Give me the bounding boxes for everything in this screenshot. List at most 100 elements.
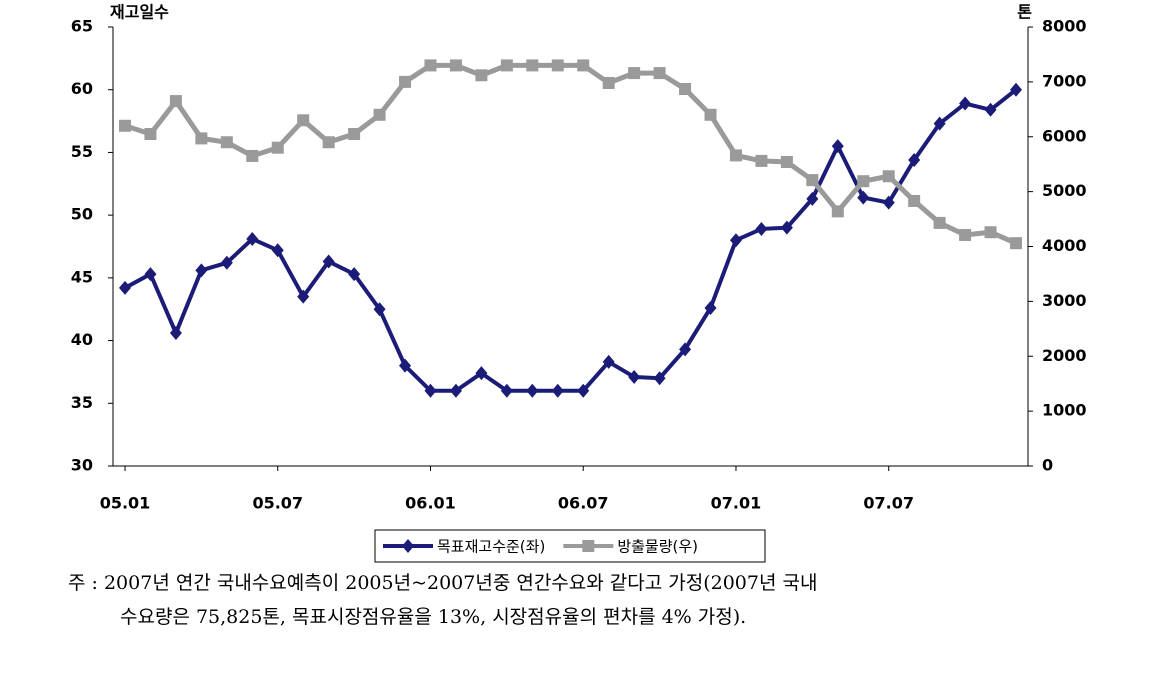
data-point bbox=[551, 383, 564, 398]
data-point bbox=[220, 136, 233, 149]
data-point bbox=[475, 366, 488, 381]
y2-tick-label: 3000 bbox=[1042, 291, 1087, 310]
y2-tick-label: 7000 bbox=[1042, 71, 1087, 90]
data-point bbox=[908, 194, 921, 207]
x-tick-label: 05.01 bbox=[100, 494, 151, 513]
y-tick-label: 50 bbox=[71, 205, 93, 224]
data-point bbox=[271, 243, 284, 258]
y2-tick-label: 0 bbox=[1042, 456, 1053, 475]
data-point bbox=[577, 59, 590, 72]
data-point bbox=[602, 354, 615, 369]
series-line bbox=[124, 62, 1017, 246]
data-point bbox=[195, 263, 208, 278]
x-tick-label: 06.01 bbox=[405, 494, 456, 513]
data-point bbox=[526, 59, 539, 72]
data-point bbox=[857, 175, 870, 188]
data-point bbox=[322, 136, 335, 149]
y-tick-label: 45 bbox=[71, 267, 93, 286]
data-point bbox=[653, 67, 666, 80]
data-point bbox=[348, 267, 361, 282]
data-point bbox=[984, 102, 997, 117]
data-point bbox=[373, 108, 386, 121]
data-point bbox=[551, 59, 564, 72]
data-point bbox=[729, 149, 742, 162]
data-point bbox=[679, 83, 692, 96]
legend-label: 목표재고수준(좌) bbox=[437, 538, 545, 556]
data-point bbox=[806, 191, 819, 206]
data-point bbox=[628, 369, 641, 384]
y2-tick-label: 6000 bbox=[1042, 126, 1087, 145]
data-point bbox=[882, 170, 895, 183]
data-point bbox=[322, 254, 335, 269]
data-point bbox=[424, 383, 437, 398]
legend-marker bbox=[582, 540, 595, 552]
data-point bbox=[449, 59, 462, 72]
legend-label: 방출물량(우) bbox=[617, 538, 698, 556]
data-point bbox=[500, 383, 513, 398]
data-point bbox=[704, 108, 717, 121]
y-tick-label: 60 bbox=[71, 79, 93, 98]
data-point bbox=[831, 139, 844, 154]
data-point bbox=[959, 96, 972, 111]
data-point bbox=[373, 302, 386, 317]
data-point bbox=[475, 69, 488, 82]
data-point bbox=[679, 342, 692, 357]
data-point bbox=[119, 119, 131, 132]
data-point bbox=[526, 383, 539, 398]
data-point bbox=[577, 383, 590, 398]
data-point bbox=[882, 195, 895, 210]
y-tick-label: 35 bbox=[71, 393, 93, 412]
data-point bbox=[831, 205, 844, 218]
data-point bbox=[169, 95, 182, 108]
data-point bbox=[908, 152, 921, 167]
note-line: 주 : 2007년 연간 국내수요예측이 2005년~2007년중 연간수요와 … bbox=[68, 572, 817, 594]
y2-tick-label: 2000 bbox=[1042, 346, 1087, 365]
y2-axis-title: 톤 bbox=[1017, 3, 1032, 22]
data-point bbox=[119, 280, 131, 295]
data-point bbox=[399, 75, 412, 88]
y-tick-label: 55 bbox=[71, 142, 93, 161]
series-line bbox=[124, 88, 1018, 393]
data-point bbox=[755, 221, 768, 236]
y-tick-label: 30 bbox=[71, 456, 93, 475]
data-point bbox=[246, 149, 259, 162]
data-point bbox=[424, 59, 437, 72]
y2-tick-label: 4000 bbox=[1042, 236, 1087, 255]
data-point bbox=[933, 216, 946, 229]
data-point bbox=[1010, 82, 1022, 97]
data-point bbox=[933, 116, 946, 131]
data-point bbox=[169, 326, 182, 341]
data-point bbox=[297, 289, 310, 304]
x-tick-label: 05.07 bbox=[252, 494, 303, 513]
data-point bbox=[144, 267, 157, 282]
data-point bbox=[297, 114, 310, 127]
x-tick-label: 07.01 bbox=[711, 494, 762, 513]
data-point bbox=[959, 228, 972, 241]
data-point bbox=[755, 154, 768, 167]
data-point bbox=[984, 226, 997, 239]
data-point bbox=[500, 59, 513, 72]
data-point bbox=[780, 220, 793, 235]
legend-box bbox=[374, 529, 766, 563]
data-point bbox=[399, 358, 412, 373]
x-tick-label: 06.07 bbox=[558, 494, 609, 513]
y-tick-label: 65 bbox=[71, 17, 93, 36]
data-point bbox=[195, 132, 208, 145]
data-point bbox=[704, 300, 717, 315]
data-point bbox=[449, 383, 462, 398]
data-point bbox=[729, 233, 742, 248]
data-point bbox=[628, 67, 641, 80]
data-point bbox=[780, 155, 793, 168]
y2-tick-label: 8000 bbox=[1042, 17, 1087, 36]
data-point bbox=[144, 128, 157, 141]
data-point bbox=[348, 128, 361, 141]
data-point bbox=[1010, 237, 1022, 250]
data-point bbox=[653, 371, 666, 386]
y2-tick-label: 5000 bbox=[1042, 181, 1087, 200]
x-tick-label: 07.07 bbox=[863, 494, 914, 513]
y-axis-title: 재고일수 bbox=[110, 3, 169, 22]
data-point bbox=[806, 174, 819, 187]
note-line: 수요량은 75,825톤, 목표시장점유율을 13%, 시장점유율의 편차를 4… bbox=[120, 606, 746, 628]
data-point bbox=[857, 190, 870, 205]
y-tick-label: 40 bbox=[71, 330, 93, 349]
